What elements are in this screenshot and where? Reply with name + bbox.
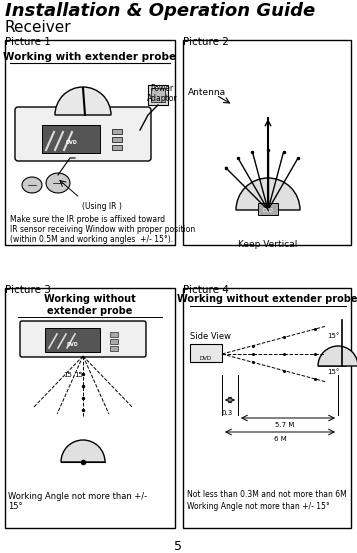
Text: Picture 1: Picture 1 xyxy=(5,37,51,47)
Bar xyxy=(112,145,122,150)
Polygon shape xyxy=(22,177,42,193)
Text: DVD: DVD xyxy=(65,140,77,145)
Text: Working Angle not more than +/- 15°: Working Angle not more than +/- 15° xyxy=(187,502,330,511)
Text: IR sensor receiving Window with proper position: IR sensor receiving Window with proper p… xyxy=(10,225,195,234)
Text: DVD: DVD xyxy=(200,356,212,361)
Bar xyxy=(5,288,175,528)
Text: (within 0.5M and working angles  +/- 15°).: (within 0.5M and working angles +/- 15°)… xyxy=(10,235,173,244)
Text: Power
Adaptor: Power Adaptor xyxy=(147,84,177,103)
Text: 6 M: 6 M xyxy=(273,436,286,442)
Text: 15°: 15° xyxy=(327,369,340,375)
Text: Installation & Operation Guide: Installation & Operation Guide xyxy=(5,2,315,20)
Text: Working with extender probe: Working with extender probe xyxy=(4,52,177,62)
Bar xyxy=(183,40,351,245)
Text: Picture 2: Picture 2 xyxy=(183,37,229,47)
Wedge shape xyxy=(61,440,105,462)
Bar xyxy=(112,137,122,142)
Text: Antenna: Antenna xyxy=(188,88,226,97)
Wedge shape xyxy=(318,346,357,366)
Text: Picture 3: Picture 3 xyxy=(5,285,51,295)
Text: Working Angle not more than +/-
15°: Working Angle not more than +/- 15° xyxy=(8,492,147,512)
Text: 5: 5 xyxy=(174,540,182,553)
Text: Not less than 0.3M and not more than 6M: Not less than 0.3M and not more than 6M xyxy=(187,490,347,499)
Bar xyxy=(151,88,165,102)
Text: Receiver: Receiver xyxy=(5,20,72,35)
Wedge shape xyxy=(55,87,111,115)
Text: Working without extender probe: Working without extender probe xyxy=(177,294,357,304)
Text: (Using IR ): (Using IR ) xyxy=(82,202,122,211)
Bar xyxy=(45,328,100,352)
Text: Keep Vertical: Keep Vertical xyxy=(238,240,298,249)
Bar xyxy=(110,339,118,344)
Text: Picture 4: Picture 4 xyxy=(183,285,229,295)
FancyBboxPatch shape xyxy=(20,321,146,357)
FancyBboxPatch shape xyxy=(15,107,151,161)
Text: Working without: Working without xyxy=(44,294,136,304)
Text: 0.3: 0.3 xyxy=(222,410,233,416)
Text: DVD: DVD xyxy=(66,342,78,347)
Wedge shape xyxy=(236,178,300,210)
Text: Side View: Side View xyxy=(190,332,231,341)
Bar xyxy=(258,203,278,215)
Bar xyxy=(148,85,168,105)
Bar xyxy=(112,129,122,134)
Bar xyxy=(190,344,222,362)
Bar xyxy=(110,332,118,337)
Text: 15°: 15° xyxy=(327,333,340,339)
Bar xyxy=(5,40,175,245)
Text: Make sure the IR probe is affixed toward: Make sure the IR probe is affixed toward xyxy=(10,215,165,224)
Text: 5.7 M: 5.7 M xyxy=(275,422,295,428)
Text: DVD: DVD xyxy=(263,207,273,212)
Bar xyxy=(42,125,100,153)
Text: 15: 15 xyxy=(74,372,83,378)
Bar xyxy=(183,288,351,528)
Polygon shape xyxy=(46,173,70,193)
Bar xyxy=(110,346,118,351)
Text: extender probe: extender probe xyxy=(47,306,133,316)
Text: 15: 15 xyxy=(63,372,72,378)
